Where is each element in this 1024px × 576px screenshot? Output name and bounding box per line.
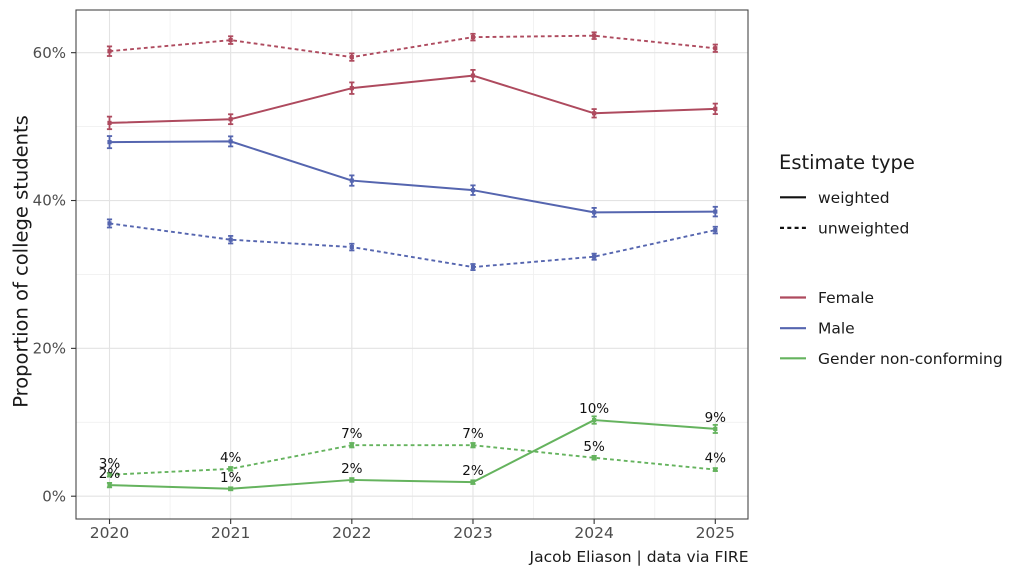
point-male-weighted-2020 <box>107 140 112 145</box>
y-tick-label: 0% <box>42 487 66 505</box>
series-gender-non-conforming-weighted <box>106 415 718 492</box>
grid-minor <box>76 10 748 519</box>
point-female-unweighted-2022 <box>349 55 354 60</box>
point-label-gender-non-conforming-unweighted-2022: 7% <box>341 426 363 442</box>
point-labels: 2% 1% 2% 2% 10% 9% 3% 4% 7% 7% 5% 4% <box>99 401 726 486</box>
point-male-unweighted-2024 <box>592 254 597 259</box>
series-line-male-unweighted <box>109 222 716 268</box>
legend-label-unweighted: unweighted <box>818 219 909 237</box>
axis-layer: 0% 20% 40% 60% 2020 2021 2022 2023 2024 2025 <box>33 44 735 542</box>
point-gender-non-conforming-unweighted-2022 <box>349 443 354 448</box>
legend-title-estimate-type: Estimate type <box>779 151 915 174</box>
point-male-weighted-2021 <box>228 139 233 144</box>
point-gender-non-conforming-weighted-2022 <box>349 477 354 483</box>
x-tick-label: 2022 <box>332 524 371 542</box>
y-tick-label: 20% <box>33 340 66 358</box>
point-female-weighted-2023 <box>470 73 476 78</box>
point-male-weighted-2022 <box>349 178 354 183</box>
point-gender-non-conforming-unweighted-2020 <box>107 472 112 477</box>
point-gender-non-conforming-weighted-2025 <box>713 426 718 432</box>
series-line-female-unweighted <box>109 34 716 59</box>
series-line-male-weighted <box>109 140 716 214</box>
point-female-weighted-2021 <box>228 117 233 122</box>
x-tick-label: 2021 <box>211 524 250 542</box>
x-tick-label: 2025 <box>696 524 735 542</box>
point-label-gender-non-conforming-weighted-2023: 2% <box>462 463 484 479</box>
point-male-weighted-2023 <box>470 188 476 193</box>
point-label-gender-non-conforming-weighted-2022: 2% <box>341 461 363 477</box>
legend: Estimate type weighted unweighted Female… <box>779 151 1003 368</box>
legend-item-female: Female <box>780 289 874 307</box>
point-label-gender-non-conforming-unweighted-2023: 7% <box>462 426 484 442</box>
point-female-weighted-2025 <box>713 106 718 111</box>
point-label-gender-non-conforming-weighted-2024: 10% <box>579 401 609 417</box>
series-line-female-weighted <box>109 74 716 124</box>
legend-label-gender-non-conforming: Gender non-conforming <box>818 350 1003 368</box>
legend-item-unweighted: unweighted <box>780 219 909 237</box>
point-gender-non-conforming-weighted-2023 <box>470 480 476 485</box>
point-male-unweighted-2025 <box>713 227 718 233</box>
grid-major <box>76 10 748 519</box>
point-gender-non-conforming-weighted-2021 <box>228 486 233 491</box>
series-male-weighted <box>106 135 718 218</box>
x-tick-label: 2023 <box>453 524 492 542</box>
point-label-gender-non-conforming-unweighted-2021: 4% <box>220 450 242 466</box>
point-male-unweighted-2023 <box>470 264 476 270</box>
point-male-unweighted-2021 <box>228 237 233 242</box>
series-male-unweighted <box>106 218 718 271</box>
point-female-unweighted-2021 <box>228 38 233 43</box>
point-label-gender-non-conforming-weighted-2021: 1% <box>220 470 242 486</box>
series-line-gender-non-conforming-unweighted <box>109 444 716 476</box>
point-female-weighted-2020 <box>107 120 112 126</box>
legend-item-male: Male <box>780 320 855 338</box>
series-layer <box>106 31 718 492</box>
point-label-gender-non-conforming-unweighted-2025: 4% <box>705 451 727 467</box>
point-gender-non-conforming-weighted-2024 <box>592 417 597 423</box>
point-female-unweighted-2020 <box>107 49 112 54</box>
point-label-gender-non-conforming-weighted-2020: 2% <box>99 466 121 482</box>
point-label-gender-non-conforming-unweighted-2020: 3% <box>99 456 121 472</box>
legend-item-gender-non-conforming: Gender non-conforming <box>780 350 1003 368</box>
point-female-unweighted-2023 <box>470 35 476 40</box>
point-female-unweighted-2024 <box>592 33 597 38</box>
panel-border <box>75 9 749 520</box>
x-tick-label: 2024 <box>574 524 613 542</box>
point-female-unweighted-2025 <box>713 46 718 51</box>
point-gender-non-conforming-unweighted-2025 <box>713 467 718 472</box>
point-label-gender-non-conforming-unweighted-2024: 5% <box>583 439 605 455</box>
point-gender-non-conforming-weighted-2020 <box>107 483 112 488</box>
y-axis-title: Proportion of college students <box>10 115 33 408</box>
point-gender-non-conforming-unweighted-2023 <box>470 443 476 448</box>
x-tick-label: 2020 <box>90 524 129 542</box>
point-male-unweighted-2022 <box>349 244 354 250</box>
point-male-weighted-2025 <box>713 209 718 214</box>
series-line-gender-non-conforming-weighted <box>109 419 716 490</box>
legend-label-weighted: weighted <box>818 189 890 207</box>
point-male-unweighted-2020 <box>107 221 112 226</box>
point-gender-non-conforming-unweighted-2024 <box>592 455 597 460</box>
caption: Jacob Eliason | data via FIRE <box>529 548 749 566</box>
point-label-gender-non-conforming-weighted-2025: 9% <box>705 410 727 426</box>
legend-label-male: Male <box>818 320 855 338</box>
legend-label-female: Female <box>818 289 874 307</box>
y-tick-label: 40% <box>33 192 66 210</box>
point-female-weighted-2022 <box>349 86 354 91</box>
point-gender-non-conforming-unweighted-2021 <box>228 466 233 471</box>
legend-item-weighted: weighted <box>780 189 890 207</box>
series-female-weighted <box>106 69 718 131</box>
series-female-unweighted <box>106 31 718 62</box>
point-male-weighted-2024 <box>592 210 597 215</box>
series-gender-non-conforming-unweighted <box>106 442 718 478</box>
point-female-weighted-2024 <box>592 111 597 116</box>
y-tick-label: 60% <box>33 44 66 62</box>
